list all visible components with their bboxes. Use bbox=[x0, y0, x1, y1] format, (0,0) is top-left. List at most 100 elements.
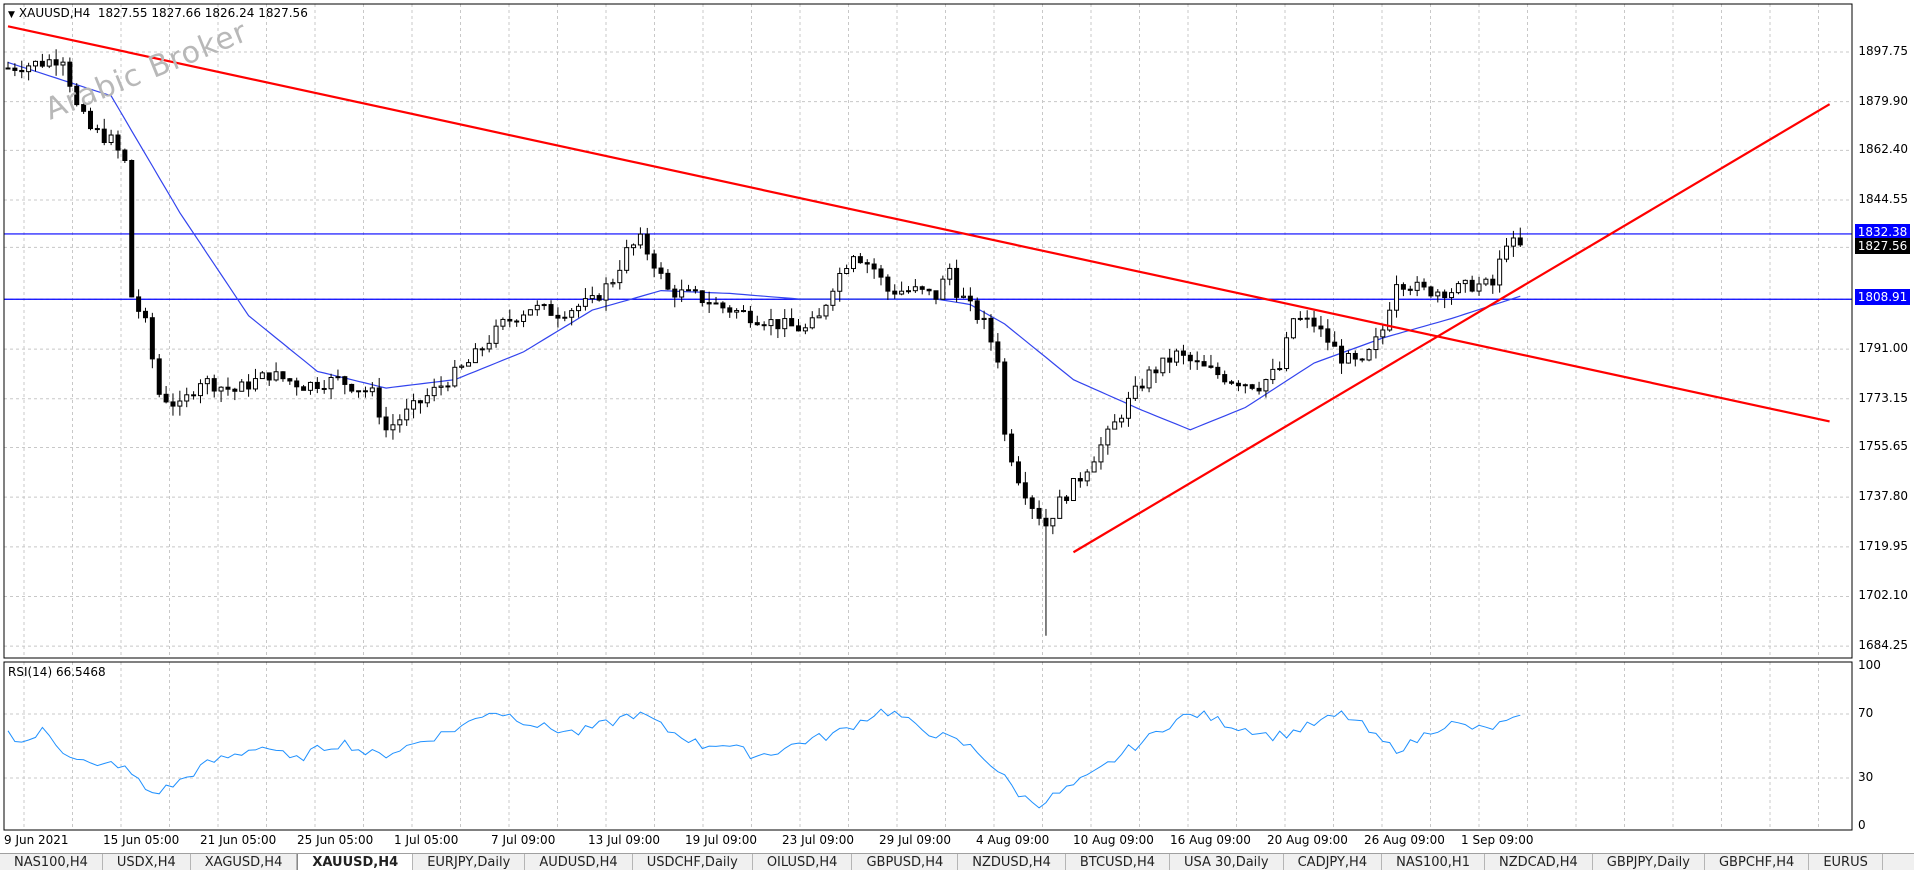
candle bbox=[1517, 227, 1523, 247]
time-tick-label: 4 Aug 09:00 bbox=[976, 833, 1050, 847]
candle bbox=[287, 377, 293, 385]
candle bbox=[404, 398, 410, 426]
chart-tab[interactable]: BTCUSD,H4 bbox=[1066, 854, 1170, 870]
price-tick-label: 1897.75 bbox=[1858, 44, 1908, 58]
candle bbox=[1318, 315, 1324, 337]
chart-tab[interactable]: NAS100,H1 bbox=[1382, 854, 1485, 870]
candle bbox=[438, 376, 444, 396]
candle bbox=[905, 286, 911, 294]
candle bbox=[1036, 500, 1042, 526]
chart-tab[interactable]: NZDCAD,H4 bbox=[1485, 854, 1593, 870]
candle bbox=[926, 288, 932, 296]
chart-tab[interactable]: EURJPY,Daily bbox=[413, 854, 526, 870]
candle bbox=[775, 319, 781, 339]
chart-canvas[interactable] bbox=[0, 0, 1914, 852]
chart-tab[interactable]: XAUUSD,H4 bbox=[297, 854, 414, 870]
candle bbox=[101, 118, 107, 146]
candle bbox=[81, 99, 87, 114]
candle bbox=[232, 387, 238, 401]
chart-tab[interactable]: USDCHF,Daily bbox=[633, 854, 753, 870]
candle bbox=[197, 379, 203, 404]
candle bbox=[1229, 379, 1235, 385]
time-tick-label: 10 Aug 09:00 bbox=[1073, 833, 1154, 847]
candle bbox=[259, 370, 265, 380]
rsi-grid bbox=[4, 713, 1852, 779]
candle bbox=[431, 378, 437, 402]
candle bbox=[383, 406, 389, 438]
candle bbox=[1050, 517, 1056, 535]
candle bbox=[1483, 277, 1489, 287]
candle bbox=[1139, 378, 1145, 392]
chart-tab[interactable]: USA 30,Daily bbox=[1170, 854, 1284, 870]
candle bbox=[1263, 378, 1269, 398]
candle bbox=[26, 62, 32, 81]
symbol-timeframe: XAUUSD,H4 bbox=[18, 6, 91, 20]
candle bbox=[830, 288, 836, 311]
chart-tab[interactable]: OILUSD,H4 bbox=[753, 854, 853, 870]
candle bbox=[349, 383, 355, 394]
time-tick-label: 16 Aug 09:00 bbox=[1170, 833, 1251, 847]
ohlc-values: 1827.55 1827.66 1826.24 1827.56 bbox=[97, 6, 308, 20]
chart-tab[interactable]: EURUS bbox=[1809, 854, 1883, 870]
candle bbox=[658, 262, 664, 280]
candle bbox=[809, 311, 815, 330]
rsi-value: 66.5468 bbox=[55, 665, 106, 679]
trendline-ascending bbox=[1072, 103, 1831, 554]
price-tick-label: 1684.25 bbox=[1858, 638, 1908, 653]
candle bbox=[411, 393, 417, 419]
candle bbox=[239, 379, 245, 392]
candle bbox=[624, 239, 630, 274]
candle bbox=[1297, 311, 1303, 321]
candle bbox=[191, 391, 197, 400]
candle bbox=[1290, 317, 1296, 340]
rsi-polyline bbox=[7, 708, 1521, 809]
candle bbox=[273, 362, 279, 382]
chart-tab[interactable]: AUDUSD,H4 bbox=[525, 854, 633, 870]
candle bbox=[885, 274, 891, 300]
chart-tab[interactable]: GBPUSD,H4 bbox=[852, 854, 959, 870]
candle bbox=[417, 399, 423, 414]
candle bbox=[988, 314, 994, 351]
lower-level-price-tag: 1808.91 bbox=[1855, 289, 1910, 305]
chart-tab[interactable]: GBPCHF,H4 bbox=[1705, 854, 1810, 870]
candle bbox=[1112, 414, 1118, 430]
candle bbox=[149, 312, 155, 369]
rsi-tick-label: 30 bbox=[1858, 770, 1874, 784]
upper-level-price-tag: 1832.38 bbox=[1855, 224, 1910, 240]
candle bbox=[335, 369, 341, 381]
candle bbox=[1167, 348, 1173, 374]
chart-tab[interactable]: CADJPY,H4 bbox=[1284, 854, 1383, 870]
candle bbox=[1256, 381, 1262, 395]
candle bbox=[252, 368, 258, 392]
candle bbox=[1194, 351, 1200, 370]
candle bbox=[1469, 275, 1475, 293]
candle bbox=[754, 315, 760, 326]
price-tick-label: 1844.55 bbox=[1858, 192, 1908, 207]
candle bbox=[1105, 425, 1111, 455]
trendlines[interactable] bbox=[7, 25, 1831, 554]
candle bbox=[713, 296, 719, 305]
chart-tab[interactable]: XAGUSD,H4 bbox=[191, 854, 298, 870]
candle bbox=[940, 275, 946, 300]
dropdown-arrow-icon[interactable]: ▼ bbox=[8, 10, 15, 20]
candle bbox=[376, 377, 382, 425]
candle bbox=[211, 374, 217, 398]
candle bbox=[692, 285, 698, 294]
candle bbox=[1242, 383, 1248, 394]
candle bbox=[850, 255, 856, 273]
candle bbox=[1132, 376, 1138, 401]
candle bbox=[204, 375, 210, 395]
chart-tab[interactable]: NZDUSD,H4 bbox=[958, 854, 1066, 870]
time-tick-label: 25 Jun 05:00 bbox=[297, 833, 374, 847]
candle bbox=[727, 305, 733, 318]
candle bbox=[1284, 331, 1290, 372]
candle bbox=[1215, 362, 1221, 379]
candle bbox=[163, 386, 169, 404]
chart-tab[interactable]: NAS100,H4 bbox=[0, 854, 103, 870]
chart-tab[interactable]: USDX,H4 bbox=[103, 854, 191, 870]
chart-tab[interactable]: GBPJPY,Daily bbox=[1593, 854, 1705, 870]
candle bbox=[1070, 478, 1076, 502]
candle bbox=[1022, 471, 1028, 505]
candle bbox=[548, 300, 554, 316]
candle bbox=[981, 310, 987, 330]
